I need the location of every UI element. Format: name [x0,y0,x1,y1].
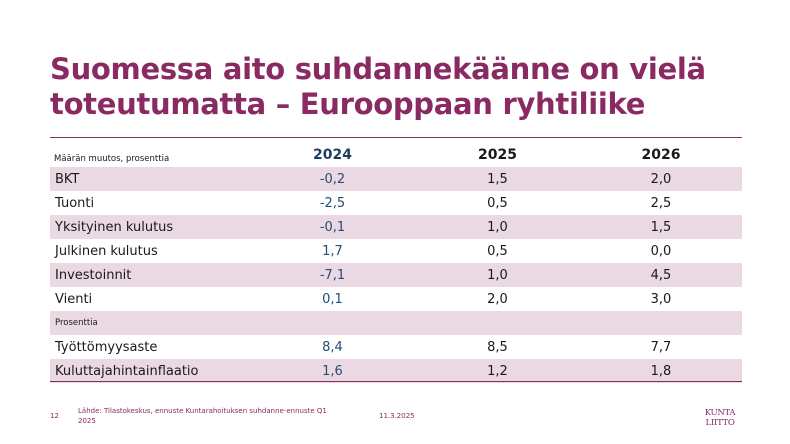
cell-2024: 8,4 [322,339,343,355]
row-label: Tuonti [55,195,95,211]
table-row: Tuonti -2,5 0,5 2,5 [50,191,742,215]
cell-2025: 0,5 [487,195,508,211]
row-label: BKT [50,167,250,191]
cell-2025: 0,5 [487,243,508,259]
cell-2025: 8,5 [487,339,508,355]
cell-2026: 1,5 [580,215,742,239]
cell-2025: 1,0 [415,263,580,287]
row-label: Työttömyysaste [55,339,158,355]
source-note: Lähde: Tilastokeskus, ennuste Kuntarahoi… [78,407,327,425]
table-row: Investoinnit -7,1 1,0 4,5 [50,263,742,287]
cell-2024: 1,6 [250,359,415,383]
page-number: 12 [50,412,59,420]
svg-text:LIITTO: LIITTO [705,418,734,428]
section-label: Prosenttia [50,311,250,335]
table-row: Yksityinen kulutus -0,1 1,0 1,5 [50,215,742,239]
title-line-1: Suomessa aito suhdannekäänne on vielä [50,52,706,86]
table-row: BKT -0,2 1,5 2,0 [50,167,742,191]
cell-2024: -7,1 [250,263,415,287]
table-row: Kuluttajahintainflaatio 1,6 1,2 1,8 [50,359,742,383]
year-header-2024: 2024 [313,146,352,163]
year-header-2025: 2025 [478,146,517,163]
row-label: Investoinnit [50,263,250,287]
table-row: Työttömyysaste 8,4 8,5 7,7 [50,335,742,359]
slide-title: Suomessa aito suhdannekäänne on vielä to… [50,52,750,122]
cell-2024: 1,7 [322,243,343,259]
header-label: Määrän muutos, prosenttia [54,154,170,164]
cell-2024: -0,1 [250,215,415,239]
table-row: Julkinen kulutus 1,7 0,5 0,0 [50,239,742,263]
row-label: Vienti [55,291,93,307]
table-bottom-rule [50,381,742,382]
table-header-row: Määrän muutos, prosenttia 2024 2025 2026 [50,142,742,167]
cell-2024: -2,5 [319,195,346,211]
row-label: Julkinen kulutus [55,243,158,259]
table-top-rule [50,137,742,138]
cell-2026: 0,0 [650,243,672,259]
cell-2025: 2,0 [487,291,508,307]
row-label: Kuluttajahintainflaatio [50,359,250,383]
cell-2024: -0,2 [250,167,415,191]
cell-2026: 2,5 [650,195,672,211]
slide-date: 11.3.2025 [379,412,415,420]
cell-2026: 4,5 [580,263,742,287]
svg-text:KUNTA: KUNTA [705,408,737,418]
cell-2025: 1,0 [415,215,580,239]
forecast-table: Määrän muutos, prosenttia 2024 2025 2026… [50,142,742,383]
cell-2025: 1,2 [415,359,580,383]
cell-2026: 2,0 [580,167,742,191]
cell-2026: 3,0 [650,291,672,307]
year-header-2026: 2026 [641,146,681,163]
cell-2024: 0,1 [322,291,343,307]
cell-2025: 1,5 [415,167,580,191]
kuntaliitto-logo: KUNTA LIITTO [705,408,737,428]
title-line-2: toteutumatta – Eurooppaan ryhtiliike [50,87,646,121]
cell-2026: 1,8 [580,359,742,383]
cell-2026: 7,7 [650,339,672,355]
section-label-row: Prosenttia [50,311,742,335]
table-row: Vienti 0,1 2,0 3,0 [50,287,742,311]
row-label: Yksityinen kulutus [50,215,250,239]
